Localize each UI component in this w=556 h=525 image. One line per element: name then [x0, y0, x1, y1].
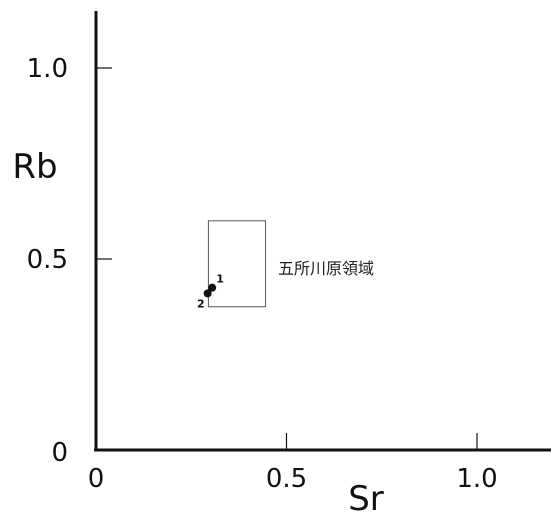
data-points: 12 [197, 273, 224, 311]
data-point-label-1: 1 [216, 273, 224, 286]
y-tick-label-0: 0 [51, 438, 68, 468]
data-point-label-2: 2 [197, 297, 205, 310]
data-point-1 [208, 283, 217, 292]
region-rectangle [207, 220, 267, 308]
y-ticks: 0 0.5 1.0 [27, 54, 112, 468]
y-axis-title: Rb [12, 147, 57, 187]
x-ticks: 0 0.5 1.0 [88, 433, 498, 494]
y-tick-label-2: 1.0 [27, 54, 68, 84]
x-tick-label-0: 0 [88, 464, 105, 494]
x-axis-title: Sr [348, 479, 384, 519]
data-point-2 [203, 289, 212, 298]
x-tick-label-2: 1.0 [456, 464, 497, 494]
region-label: 五所川原領域 [278, 259, 374, 278]
x-tick-label-1: 0.5 [266, 464, 307, 494]
y-tick-label-1: 0.5 [27, 245, 68, 275]
